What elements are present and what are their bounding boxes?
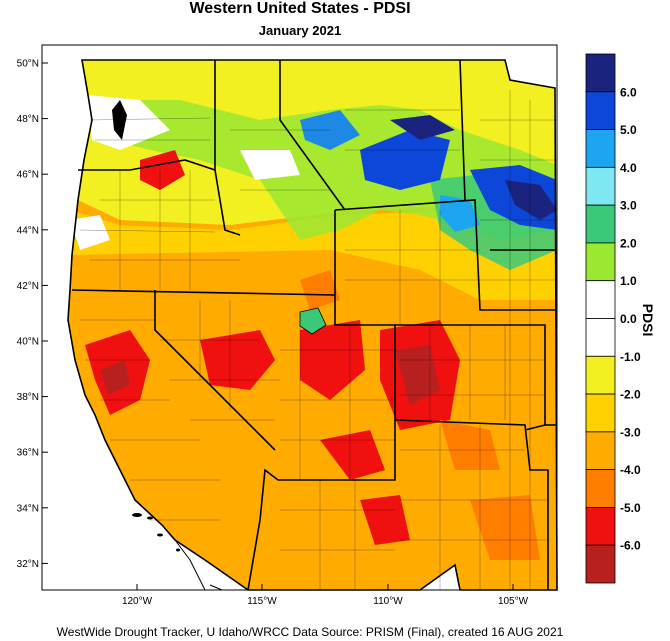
map-frame bbox=[41, 44, 558, 591]
latitude-label: 46°N bbox=[17, 170, 39, 181]
longitude-ticks bbox=[136, 584, 514, 590]
county-lines bbox=[79, 90, 557, 590]
colorbar-label: -6.0 bbox=[620, 539, 641, 553]
latitude-ticks bbox=[42, 62, 48, 564]
latitude-label: 34°N bbox=[17, 503, 39, 514]
latitude-label: 50°N bbox=[17, 59, 39, 70]
colorbar-label: 5.0 bbox=[620, 123, 637, 137]
colorbar-swatch bbox=[585, 53, 616, 93]
colorbar-label: 0.0 bbox=[620, 312, 637, 326]
colorbar-swatch bbox=[585, 431, 616, 471]
colorbar-swatch bbox=[585, 393, 616, 433]
colorbar-swatch bbox=[585, 204, 616, 244]
colorbar-label: 4.0 bbox=[620, 161, 637, 175]
colorbar-swatch bbox=[585, 355, 616, 395]
islands bbox=[112, 100, 180, 552]
longitude-label: 115°W bbox=[247, 596, 277, 607]
latitude-labels: 50°N 48°N 46°N 44°N 42°N 40°N 38°N 36°N 34°N 32°N bbox=[17, 59, 39, 570]
colorbar-swatch bbox=[585, 318, 616, 357]
colorbar-label: -4.0 bbox=[620, 463, 641, 477]
colorbar-swatch bbox=[585, 91, 616, 130]
colorbar-swatch bbox=[585, 280, 616, 319]
colorbar-label: -3.0 bbox=[620, 425, 641, 439]
colorbar-swatch bbox=[585, 507, 616, 546]
latitude-label: 40°N bbox=[17, 337, 39, 348]
colorbar-label: -2.0 bbox=[620, 388, 641, 402]
latitude-label: 48°N bbox=[17, 114, 39, 125]
colorbar-title: PDSI bbox=[640, 303, 656, 337]
longitude-label: 105°W bbox=[498, 596, 529, 607]
chart-subtitle: January 2021 bbox=[258, 23, 342, 38]
footer-credit: WestWide Drought Tracker, U Idaho/WRCC D… bbox=[56, 625, 564, 639]
colorbar-label: 1.0 bbox=[620, 274, 637, 288]
colorbar-label: 6.0 bbox=[620, 85, 637, 99]
colorbar-label: 2.0 bbox=[620, 236, 637, 250]
mexico-coast bbox=[174, 539, 223, 591]
latitude-label: 36°N bbox=[17, 448, 39, 459]
colorbar-swatch bbox=[585, 129, 616, 168]
colorbar-swatch bbox=[585, 544, 616, 584]
colorbar-swatch bbox=[585, 242, 616, 282]
colorbar-swatch bbox=[585, 469, 616, 508]
latitude-label: 44°N bbox=[17, 225, 39, 236]
latitude-label: 32°N bbox=[17, 559, 39, 570]
colorbar-label: -1.0 bbox=[620, 350, 641, 364]
chart-title: Western United States - PDSI bbox=[189, 0, 411, 17]
colorbar: 6.0 5.0 4.0 3.0 2.0 1.0 0.0 -1.0 -2.0 -3.0 -4.0 -5.… bbox=[585, 53, 641, 584]
colorbar-swatch bbox=[585, 166, 616, 206]
longitude-labels: 120°W 115°W 110°W 105°W bbox=[122, 596, 529, 607]
latitude-label: 42°N bbox=[17, 281, 39, 292]
longitude-label: 120°W bbox=[122, 596, 153, 607]
colorbar-label: 3.0 bbox=[620, 199, 637, 213]
colorbar-label: -5.0 bbox=[620, 501, 641, 515]
latitude-label: 38°N bbox=[17, 392, 39, 403]
longitude-label: 110°W bbox=[373, 596, 403, 607]
